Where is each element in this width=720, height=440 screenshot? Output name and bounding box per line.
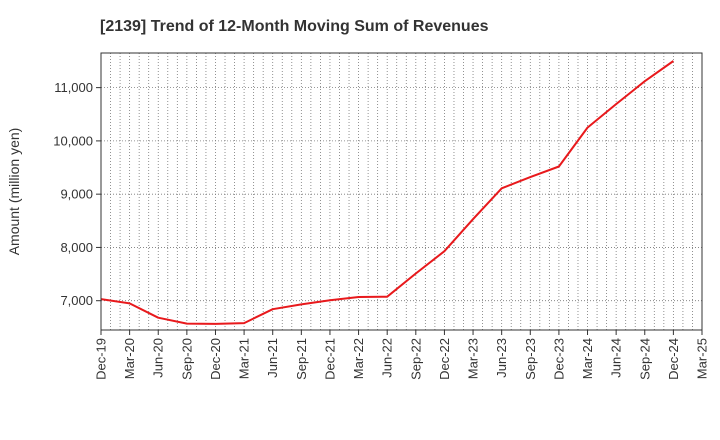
x-tick-label: Jun-23 bbox=[494, 338, 509, 378]
y-axis-ticks: 7,000 8,000 9,000 10,000 11,000 bbox=[53, 80, 101, 308]
x-tick-label: Dec-19 bbox=[94, 338, 109, 380]
x-tick-label: Sep-22 bbox=[408, 338, 423, 380]
x-tick-label: Jun-24 bbox=[609, 338, 624, 378]
x-tick-label: Dec-24 bbox=[666, 338, 681, 380]
chart-title: [2139] Trend of 12-Month Moving Sum of R… bbox=[100, 18, 489, 35]
grid bbox=[101, 53, 702, 330]
series-line-revenue bbox=[100, 60, 674, 325]
plot-area-frame bbox=[100, 52, 703, 331]
y-axis-title: Amount (million yen) bbox=[6, 128, 22, 256]
y-tick-label: 11,000 bbox=[54, 80, 93, 95]
x-tick-label: Sep-21 bbox=[294, 338, 309, 380]
x-tick-label: Sep-24 bbox=[637, 338, 652, 380]
y-tick-label: 8,000 bbox=[60, 240, 93, 255]
x-tick-label: Jun-22 bbox=[380, 338, 395, 378]
x-tick-label: Sep-20 bbox=[179, 338, 194, 380]
y-tick-label: 9,000 bbox=[60, 187, 93, 202]
x-tick-label: Sep-23 bbox=[523, 338, 538, 380]
x-tick-label: Mar-23 bbox=[466, 338, 481, 379]
y-tick-label: 10,000 bbox=[53, 133, 93, 148]
x-tick-label: Dec-20 bbox=[208, 338, 223, 380]
x-axis-ticks: Dec-19 Mar-20 Jun-20 Sep-20 Dec-20 Mar-21 Jun-… bbox=[94, 330, 710, 380]
x-tick-label: Mar-20 bbox=[122, 338, 137, 379]
x-tick-label: Mar-24 bbox=[580, 338, 595, 379]
x-tick-label: Dec-23 bbox=[551, 338, 566, 380]
x-tick-label: Mar-22 bbox=[351, 338, 366, 379]
series-layer bbox=[100, 60, 674, 325]
x-tick-label: Jun-21 bbox=[265, 338, 280, 378]
x-tick-label: Mar-25 bbox=[695, 338, 710, 379]
x-tick-label: Dec-21 bbox=[322, 338, 337, 380]
x-tick-label: Dec-22 bbox=[437, 338, 452, 380]
x-tick-label: Jun-20 bbox=[151, 338, 166, 378]
x-tick-label: Mar-21 bbox=[237, 338, 252, 379]
y-tick-label: 7,000 bbox=[60, 293, 93, 308]
